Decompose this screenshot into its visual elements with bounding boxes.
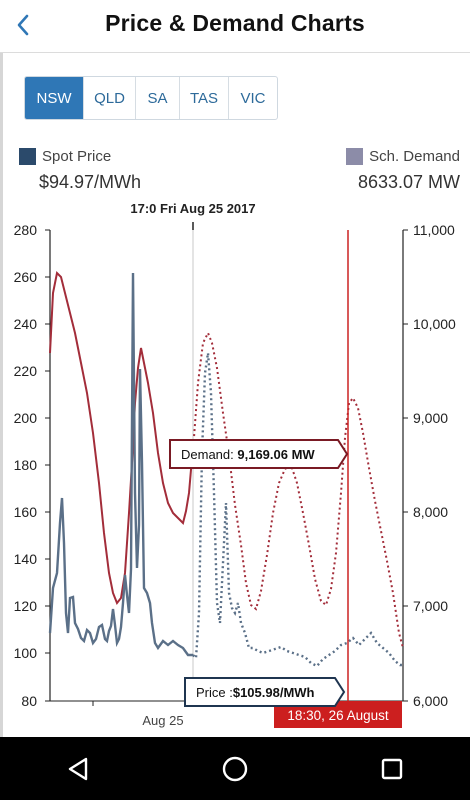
svg-text:9,000: 9,000	[413, 410, 448, 426]
home-circle-icon	[222, 756, 248, 781]
price-legend: Spot Price $94.97/MWh	[19, 148, 141, 193]
chart-panel: NSW QLD SA TAS VIC Spot Price $94.97/MWh…	[0, 53, 470, 737]
system-nav-bar	[0, 737, 470, 800]
svg-text:11,000: 11,000	[413, 222, 455, 238]
region-tabs: NSW QLD SA TAS VIC	[24, 76, 278, 120]
right-axis: 11,000 10,000 9,000 8,000 7,000 6,000	[403, 222, 456, 709]
left-tick: 220	[14, 363, 50, 379]
chevron-left-icon	[17, 14, 29, 36]
price-demand-chart[interactable]: 17:0 Fri Aug 25 2017 280 260 240 220 200…	[3, 193, 470, 738]
demand-legend-label: Sch. Demand	[369, 148, 460, 165]
svg-text:180: 180	[14, 457, 38, 473]
tab-qld[interactable]: QLD	[84, 77, 136, 119]
svg-text:80: 80	[21, 693, 37, 709]
svg-text:260: 260	[14, 269, 38, 285]
left-tick: 200	[14, 410, 50, 426]
tab-nsw[interactable]: NSW	[25, 77, 84, 119]
svg-text:160: 160	[14, 504, 38, 520]
nav-home-button[interactable]	[205, 739, 265, 799]
left-tick: 80	[21, 693, 50, 709]
tab-tas[interactable]: TAS	[180, 77, 229, 119]
left-tick: 120	[14, 598, 50, 614]
now-marker-label: 18:30, 26 August	[287, 708, 389, 723]
price-line-forecast	[192, 352, 403, 668]
page-title: Price & Demand Charts	[105, 10, 365, 36]
price-legend-label: Spot Price	[42, 148, 112, 165]
svg-text:200: 200	[14, 410, 38, 426]
svg-text:100: 100	[14, 645, 38, 661]
recents-square-icon	[381, 758, 402, 779]
left-axis: 280 260 240 220 200 180 160 140 120 100 …	[14, 222, 50, 709]
back-triangle-icon	[69, 757, 88, 780]
demand-line-actual	[49, 270, 194, 605]
price-line-actual	[48, 272, 193, 657]
price-tooltip: Price :$105.98/MWh	[184, 677, 346, 707]
svg-text:140: 140	[14, 551, 38, 567]
demand-tooltip-label: Demand:	[181, 447, 237, 462]
x-tick-label: Aug 25	[142, 713, 183, 728]
left-tick: 260	[14, 269, 50, 285]
svg-text:Price :$105.98/MWh: Price :$105.98/MWh	[196, 685, 315, 700]
price-swatch	[19, 148, 36, 165]
app-bar: Price & Demand Charts	[0, 0, 470, 53]
demand-line-forecast	[192, 330, 404, 649]
left-tick: 280	[14, 222, 50, 238]
svg-text:7,000: 7,000	[413, 598, 448, 614]
left-tick: 140	[14, 551, 50, 567]
nav-recents-button[interactable]	[362, 739, 422, 799]
back-button[interactable]	[6, 6, 40, 44]
svg-text:6,000: 6,000	[413, 693, 448, 709]
left-tick: 100	[14, 645, 50, 661]
nav-back-button[interactable]	[48, 739, 108, 799]
right-tick: 6,000	[403, 693, 448, 709]
svg-text:10,000: 10,000	[413, 316, 456, 332]
demand-swatch	[346, 148, 364, 165]
svg-text:240: 240	[14, 316, 38, 332]
demand-legend-value: 8633.07 MW	[357, 172, 460, 192]
right-tick: 8,000	[403, 504, 448, 520]
tab-sa[interactable]: SA	[136, 77, 180, 119]
left-tick: 240	[14, 316, 50, 332]
tab-vic[interactable]: VIC	[240, 89, 266, 107]
price-legend-value: $94.97/MWh	[39, 172, 142, 192]
right-tick: 9,000	[403, 410, 448, 426]
right-tick: 7,000	[403, 598, 448, 614]
price-tooltip-label: Price :	[196, 685, 233, 700]
demand-tooltip-value: 9,169.06 MW	[237, 447, 315, 462]
svg-text:220: 220	[14, 363, 38, 379]
svg-text:Demand: 9,169.06 MW: Demand: 9,169.06 MW	[181, 447, 315, 462]
price-tooltip-value: $105.98/MWh	[233, 685, 315, 700]
left-tick: 180	[14, 457, 50, 473]
cursor-time-label: 17:0 Fri Aug 25 2017	[130, 201, 255, 216]
svg-text:8,000: 8,000	[413, 504, 448, 520]
right-tick: 11,000	[403, 222, 455, 238]
svg-text:120: 120	[14, 598, 38, 614]
svg-text:280: 280	[14, 222, 38, 238]
demand-tooltip: Demand: 9,169.06 MW	[169, 439, 349, 469]
right-tick: 10,000	[403, 316, 456, 332]
left-tick: 160	[14, 504, 50, 520]
demand-legend: Sch. Demand 8633.07 MW	[346, 148, 460, 193]
